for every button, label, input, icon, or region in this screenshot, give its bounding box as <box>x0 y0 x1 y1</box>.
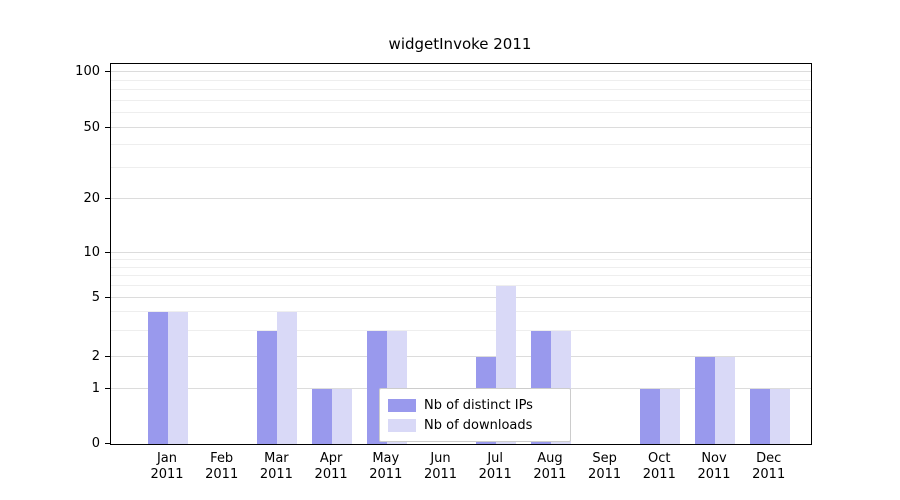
bar-distinct-ips <box>257 330 278 444</box>
minor-gridline <box>111 79 811 81</box>
x-tick-label: May 2011 <box>369 451 403 482</box>
bar-distinct-ips <box>312 389 333 444</box>
y-tick-label: 5 <box>91 290 100 305</box>
legend-swatch-distinct-ips <box>388 398 416 412</box>
legend: Nb of distinct IPs Nb of downloads <box>379 388 571 442</box>
y-tick-mark <box>105 388 110 389</box>
y-tick-label: 100 <box>75 64 100 80</box>
x-tick-label: Jan 2011 <box>150 451 184 482</box>
plot-area: Nb of distinct IPs Nb of downloads <box>110 63 812 445</box>
major-gridline <box>111 198 811 200</box>
x-tick-label: Apr 2011 <box>314 451 348 482</box>
minor-gridline <box>111 89 811 91</box>
minor-gridline <box>111 112 811 114</box>
x-tick-label: Jul 2011 <box>478 451 512 482</box>
minor-gridline <box>111 266 811 268</box>
x-tick-label: Jun 2011 <box>423 451 458 482</box>
major-gridline <box>111 71 811 73</box>
minor-gridline <box>111 166 811 168</box>
major-gridline <box>111 127 811 128</box>
bar-downloads <box>332 389 353 444</box>
x-tick-label: Mar 2011 <box>259 451 293 482</box>
y-tick-mark <box>105 443 110 444</box>
x-tick-label: Aug 2011 <box>533 451 567 482</box>
bar-downloads <box>715 357 735 444</box>
bar-distinct-ips <box>695 357 715 444</box>
legend-label: Nb of downloads <box>424 417 533 433</box>
y-tick-label: 10 <box>83 245 100 260</box>
minor-gridline <box>111 144 811 146</box>
x-tick-label: Feb 2011 <box>205 451 239 482</box>
bar-downloads <box>660 389 681 444</box>
y-tick-label: 0 <box>91 436 100 451</box>
legend-swatch-downloads <box>388 418 416 432</box>
minor-gridline <box>111 258 811 260</box>
y-tick-mark <box>105 126 110 128</box>
minor-gridline <box>111 275 811 277</box>
legend-item: Nb of distinct IPs <box>388 395 562 415</box>
major-gridline <box>111 252 811 254</box>
bar-downloads <box>769 389 790 444</box>
minor-gridline <box>111 285 811 287</box>
y-tick-label: 1 <box>91 381 100 396</box>
x-tick-label: Nov 2011 <box>697 451 731 482</box>
major-gridline <box>111 297 811 299</box>
major-gridline <box>111 356 811 358</box>
y-tick-mark <box>105 71 110 73</box>
minor-gridline <box>111 311 811 313</box>
legend-item: Nb of downloads <box>388 415 562 435</box>
bar-downloads <box>168 312 188 444</box>
y-tick-mark <box>105 356 110 358</box>
chart-title: widgetInvoke 2011 <box>388 35 532 53</box>
x-tick-label: Sep 2011 <box>588 451 622 482</box>
x-tick-label: Oct 2011 <box>642 451 676 482</box>
minor-gridline <box>111 329 811 331</box>
y-tick-label: 2 <box>91 349 100 365</box>
y-tick-label: 20 <box>83 191 100 206</box>
y-tick-mark <box>105 297 110 298</box>
y-tick-label: 50 <box>83 119 100 135</box>
bar-downloads <box>277 312 298 444</box>
bar-distinct-ips <box>148 312 168 444</box>
y-tick-mark <box>105 252 110 253</box>
y-tick-mark <box>105 198 110 199</box>
bar-distinct-ips <box>749 389 770 444</box>
minor-gridline <box>111 99 811 101</box>
x-tick-label: Dec 2011 <box>752 451 786 482</box>
legend-label: Nb of distinct IPs <box>424 397 533 413</box>
bar-distinct-ips <box>640 389 661 444</box>
